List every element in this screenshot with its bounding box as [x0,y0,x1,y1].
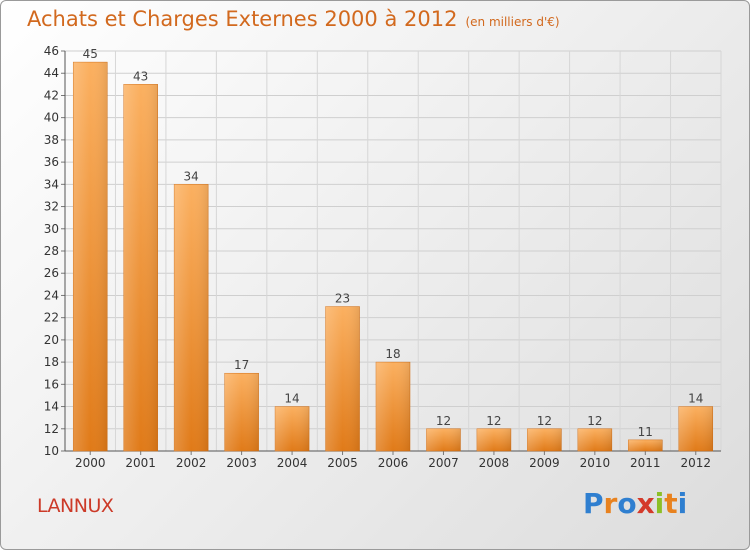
x-tick-label: 2006 [378,456,409,470]
y-tick-label: 14 [44,400,59,414]
bar-shade-2006 [376,362,410,451]
logo-letter: x [636,487,655,520]
x-tick-label: 2011 [630,456,661,470]
x-tick-label: 2010 [580,456,611,470]
bar-shade-2005 [325,306,360,451]
y-tick-label: 28 [44,244,59,258]
y-tick-label: 22 [44,311,59,325]
data-label: 12 [587,414,602,428]
x-tick-label: 2007 [428,456,459,470]
chart-unit: (en milliers d'€) [465,15,560,29]
bar-shade-2009 [527,428,562,451]
chart-title: Achats et Charges Externes 2000 à 2012 (e… [27,7,560,31]
y-tick-label: 20 [44,333,59,347]
logo-letter: i [677,487,688,520]
x-tick-label: 2008 [479,456,510,470]
bars [72,61,714,452]
data-label: 17 [234,358,249,372]
data-label: 14 [688,392,703,406]
y-tick-label: 36 [44,155,59,169]
bar-shade-2000 [73,62,108,451]
y-tick-label: 44 [44,66,59,80]
y-tick-label: 10 [44,444,59,458]
bar-shade-2003 [224,373,259,451]
y-tick-label: 12 [44,422,59,436]
data-label: 11 [638,425,653,439]
x-tick-label: 2004 [277,456,308,470]
bar-shade-2008 [476,428,511,451]
logo-letter: t [664,487,678,520]
x-axis: 2000 2001 2002 2003 2004 2005 2006 2007 2008 2009… [65,450,721,470]
data-label: 12 [537,414,552,428]
y-tick-label: 38 [44,133,59,147]
y-tick-label: 32 [44,200,59,214]
y-tick-label: 30 [44,222,59,236]
data-label: 12 [436,414,451,428]
y-axis: 10 12 14 16 18 20 22 24 26 28 30 32 34 36 38 40 42 44 46 [44,44,66,458]
x-tick-label: 2001 [125,456,156,470]
y-tick-label: 26 [44,266,59,280]
y-tick-label: 24 [44,288,59,302]
data-label: 43 [133,69,148,83]
data-labels: 45 43 34 17 14 23 18 12 12 12 12 11 14 [83,47,704,439]
data-label: 45 [83,47,98,61]
bar-shade-2001 [123,84,158,451]
data-label: 23 [335,292,350,306]
x-tick-label: 2000 [75,456,106,470]
logo-letter: o [617,487,637,520]
x-tick-label: 2002 [176,456,207,470]
x-tick-label: 2012 [680,456,711,470]
data-label: 18 [385,347,400,361]
bar-shade-2004 [275,406,310,451]
y-tick-label: 16 [44,377,59,391]
bar-shade-2002 [174,184,209,452]
y-tick-label: 18 [44,355,59,369]
x-tick-label: 2009 [529,456,560,470]
bar-shade-2012 [678,406,713,451]
bar-shade-2007 [426,428,461,451]
data-label: 12 [486,414,501,428]
y-tick-label: 40 [44,111,59,125]
proxiti-logo[interactable]: Proxiti [583,487,687,520]
bar-shade-2010 [577,428,612,451]
logo-letter: r [603,487,618,520]
x-tick-label: 2003 [226,456,257,470]
chart-title-text: Achats et Charges Externes 2000 à 2012 [27,7,458,31]
logo-letter: i [654,487,665,520]
town-name: LANNUX [37,495,114,517]
y-tick-label: 34 [44,177,59,191]
data-label: 34 [184,169,199,183]
logo-letter: P [583,487,604,520]
bar-shade-2011 [628,439,663,451]
data-label: 14 [284,392,299,406]
x-tick-label: 2005 [327,456,358,470]
y-tick-label: 46 [44,44,59,58]
y-tick-label: 42 [44,88,59,102]
